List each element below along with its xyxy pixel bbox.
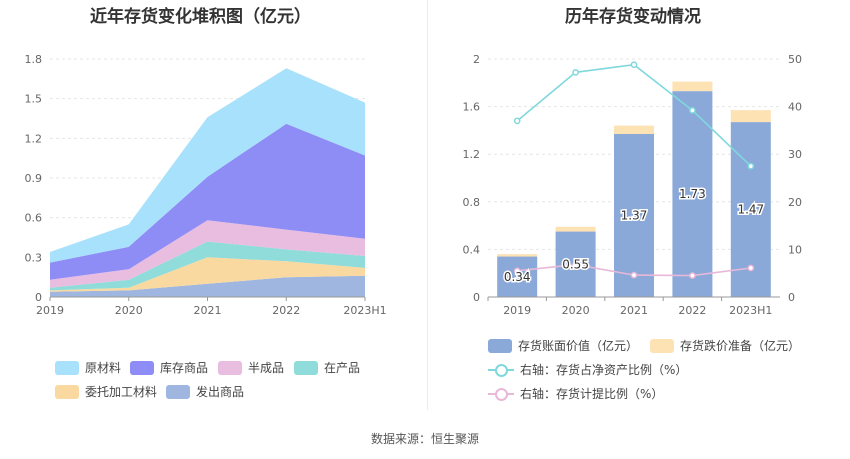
right-x-tick-label: 2022 (678, 304, 706, 317)
bar-data-label: 1.37 (621, 208, 648, 222)
legend-swatch (650, 338, 674, 353)
legend-swatch (55, 360, 79, 375)
left-y-tick-label: 1.8 (25, 53, 43, 66)
bar-impairment (672, 81, 713, 92)
legend-item[interactable]: 右轴：存货计提比例（%） (488, 385, 663, 402)
right-y-tick-label: 0.4 (463, 243, 481, 256)
line-point (572, 68, 579, 76)
line-point (513, 117, 521, 125)
legend-swatch (488, 363, 514, 377)
bar-data-label: 0.55 (562, 257, 589, 271)
line-point (747, 264, 755, 272)
line-point (747, 162, 755, 170)
left-x-tick-label: 2020 (115, 304, 143, 317)
legend-item[interactable]: 原材料 (55, 359, 121, 376)
left-x-tick-label: 2022 (272, 304, 300, 317)
legend-swatch (55, 384, 79, 399)
left-y-tick-label: 1.5 (25, 93, 43, 106)
left-x-tick-label: 2019 (36, 304, 64, 317)
legend-item[interactable]: 委托加工材料 (55, 383, 157, 400)
right-y2-tick-label: 10 (788, 243, 802, 256)
chart-divider (427, 0, 428, 410)
left-x-tick-label: 2021 (194, 304, 222, 317)
area-委托加工材料 (50, 257, 365, 292)
left-y-tick-label: 0.3 (25, 251, 43, 264)
bar-impairment (497, 254, 538, 257)
legend-label: 库存商品 (160, 361, 209, 375)
line-point (572, 261, 579, 268)
right-y-tick-label: 1.6 (463, 101, 481, 114)
legend-item[interactable]: 存货跌价准备（亿元） (650, 337, 800, 354)
right-x-tick-label: 2019 (503, 304, 531, 317)
right-y-tick-label: 0.8 (463, 196, 481, 209)
bar-data-label: 1.73 (679, 187, 706, 201)
bar-impairment (555, 226, 596, 232)
bar-impairment (614, 125, 654, 134)
area-原材料 (50, 68, 365, 263)
left-y-tick-label: 0.9 (25, 172, 43, 185)
legend-label: 原材料 (85, 361, 122, 375)
right-y2-tick-label: 0 (788, 291, 795, 304)
legend-item[interactable]: 库存商品 (130, 359, 208, 376)
legend-label: 委托加工材料 (85, 385, 158, 399)
line-point (689, 107, 696, 114)
legend-label: 半成品 (248, 361, 285, 375)
legend-item[interactable]: 半成品 (218, 359, 284, 376)
legend-label: 发出商品 (196, 385, 245, 399)
area-发出商品 (50, 275, 365, 297)
left-y-tick-label: 0 (35, 291, 42, 304)
right-y2-tick-label: 50 (788, 53, 802, 66)
right-chart-title: 历年存货变动情况 (565, 7, 701, 27)
area-半成品 (50, 220, 365, 288)
legend-swatch (166, 384, 190, 399)
legend-swatch (294, 360, 318, 375)
right-y2-tick-label: 40 (788, 101, 802, 114)
area-在产品 (50, 241, 365, 291)
right-y2-tick-label: 30 (788, 148, 802, 161)
bar-book-value (614, 133, 654, 297)
legend-label: 在产品 (324, 361, 361, 375)
line-point (513, 267, 521, 275)
line-point (630, 271, 638, 279)
bar-book-value (672, 91, 713, 297)
legend-item[interactable]: 右轴：存货占净资产比例（%） (488, 361, 687, 378)
right-y-tick-label: 0 (473, 291, 480, 304)
legend-swatch (488, 338, 512, 353)
right-y2-tick-label: 20 (788, 196, 802, 209)
legend-label: 右轴：存货计提比例（%） (520, 387, 664, 401)
bar-data-label: 1.47 (737, 203, 764, 217)
area-库存商品 (50, 123, 365, 280)
right-x-tick-label: 2021 (620, 304, 648, 317)
legend-item[interactable]: 发出商品 (166, 383, 244, 400)
legend-label: 存货账面价值（亿元） (518, 339, 639, 353)
legend-swatch (488, 387, 514, 401)
data-source: 数据来源：恒生聚源 (370, 432, 479, 446)
bar-impairment (730, 110, 771, 123)
bar-book-value (497, 256, 538, 297)
legend-label: 存货跌价准备（亿元） (680, 339, 801, 353)
legend-swatch (130, 360, 154, 375)
line-point (630, 61, 638, 69)
legend-item[interactable]: 在产品 (294, 359, 360, 376)
legend-swatch (218, 360, 242, 375)
bar-data-label: 0.34 (504, 270, 531, 284)
right-x-tick-label: 2020 (562, 304, 590, 317)
left-y-tick-label: 1.2 (25, 132, 43, 145)
right-y-tick-label: 1.2 (463, 148, 481, 161)
right-x-tick-label: 2023H1 (729, 304, 772, 317)
left-y-tick-label: 0.6 (25, 212, 43, 225)
line-point (689, 272, 696, 279)
left-chart-title: 近年存货变化堆积图（亿元） (90, 7, 311, 27)
right-y-tick-label: 2 (473, 53, 480, 66)
left-x-tick-label: 2023H1 (343, 304, 386, 317)
legend-label: 右轴：存货占净资产比例（%） (520, 363, 688, 377)
legend-item[interactable]: 存货账面价值（亿元） (488, 337, 638, 354)
